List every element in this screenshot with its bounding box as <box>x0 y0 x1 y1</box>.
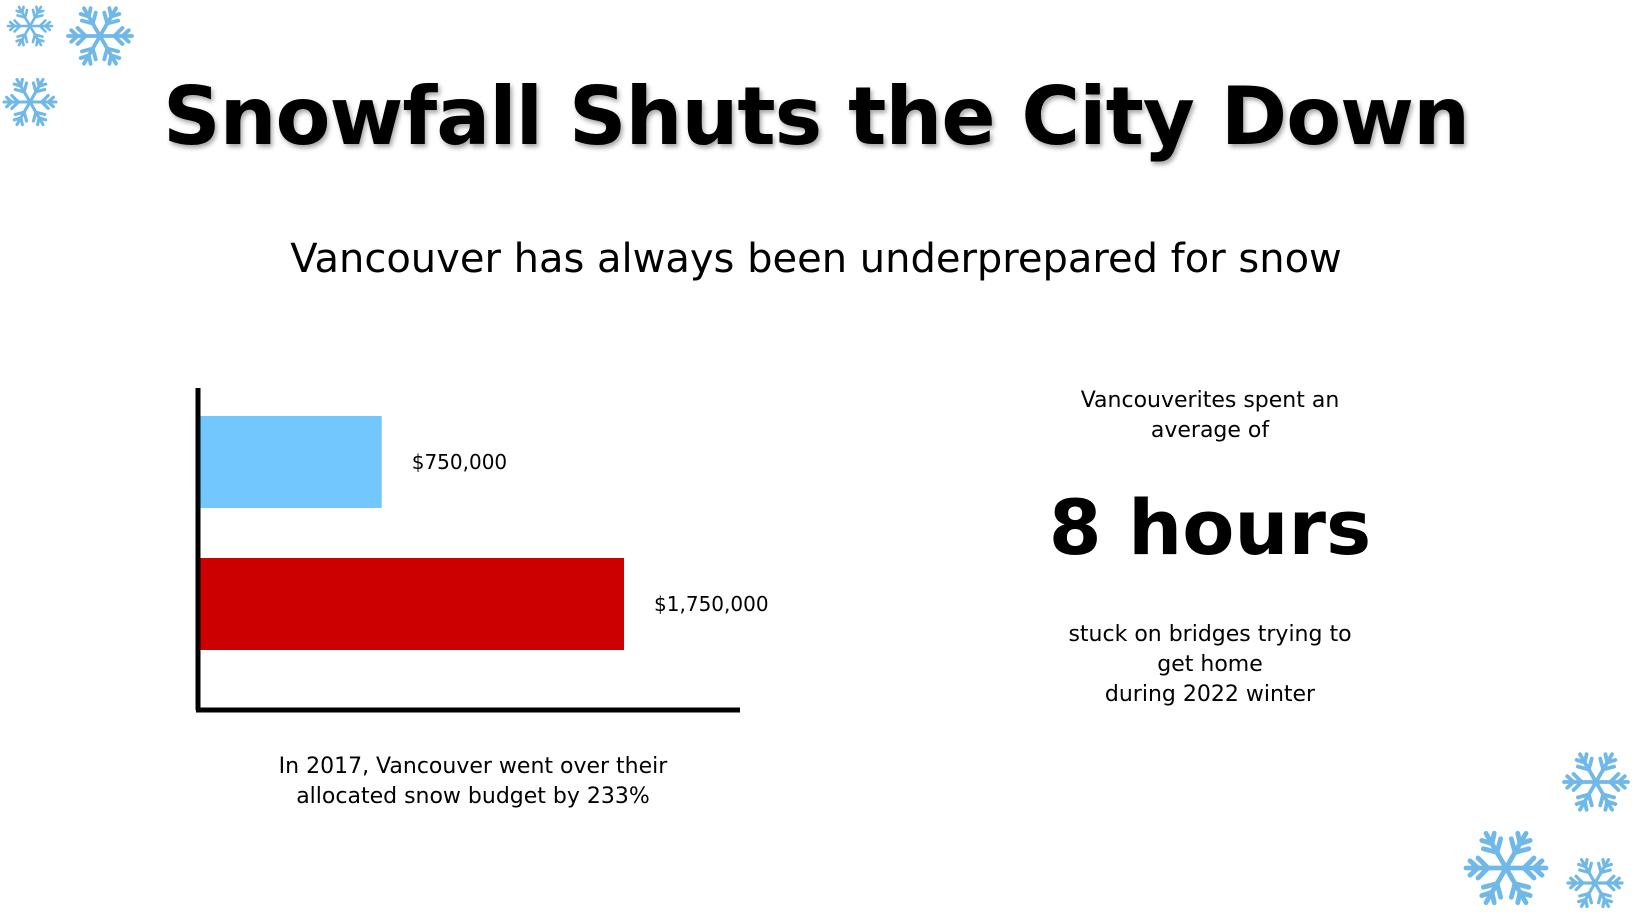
stat-lead-line: average of <box>1150 418 1270 443</box>
chart-caption: In 2017, Vancouver went over their alloc… <box>218 752 728 812</box>
snowflake-icon <box>66 6 134 66</box>
snowflake-icon <box>6 5 54 47</box>
snowflake-icon <box>1463 830 1549 906</box>
snowflake-icon <box>1566 857 1624 909</box>
stat-lead-text: Vancouverites spent an average of <box>1000 386 1420 446</box>
snowflake-icon <box>1562 752 1630 812</box>
page-subtitle: Vancouver has always been underprepared … <box>290 236 1342 282</box>
bar-value-label: $750,000 <box>412 450 507 474</box>
stat-tail-line: stuck on bridges trying to <box>1068 622 1352 647</box>
page-title: Snowfall Shuts the City Down <box>162 70 1470 163</box>
budget-bar-chart: $750,000 $1,750,000 <box>195 388 769 713</box>
bar <box>200 558 625 650</box>
snowflake-icon <box>2 77 58 127</box>
chart-caption-line: In 2017, Vancouver went over their <box>278 754 668 779</box>
stat-tail-line: during 2022 winter <box>1104 682 1316 707</box>
chart-caption-line: allocated snow budget by 233% <box>296 784 650 809</box>
bar-value-label: $1,750,000 <box>654 592 769 616</box>
stat-tail-text: stuck on bridges trying to get home duri… <box>1000 620 1420 710</box>
stat-tail-line: get home <box>1157 652 1263 677</box>
stat-value: 8 hours <box>1048 483 1372 572</box>
bar <box>200 416 382 508</box>
stat-lead-line: Vancouverites spent an <box>1080 388 1340 413</box>
